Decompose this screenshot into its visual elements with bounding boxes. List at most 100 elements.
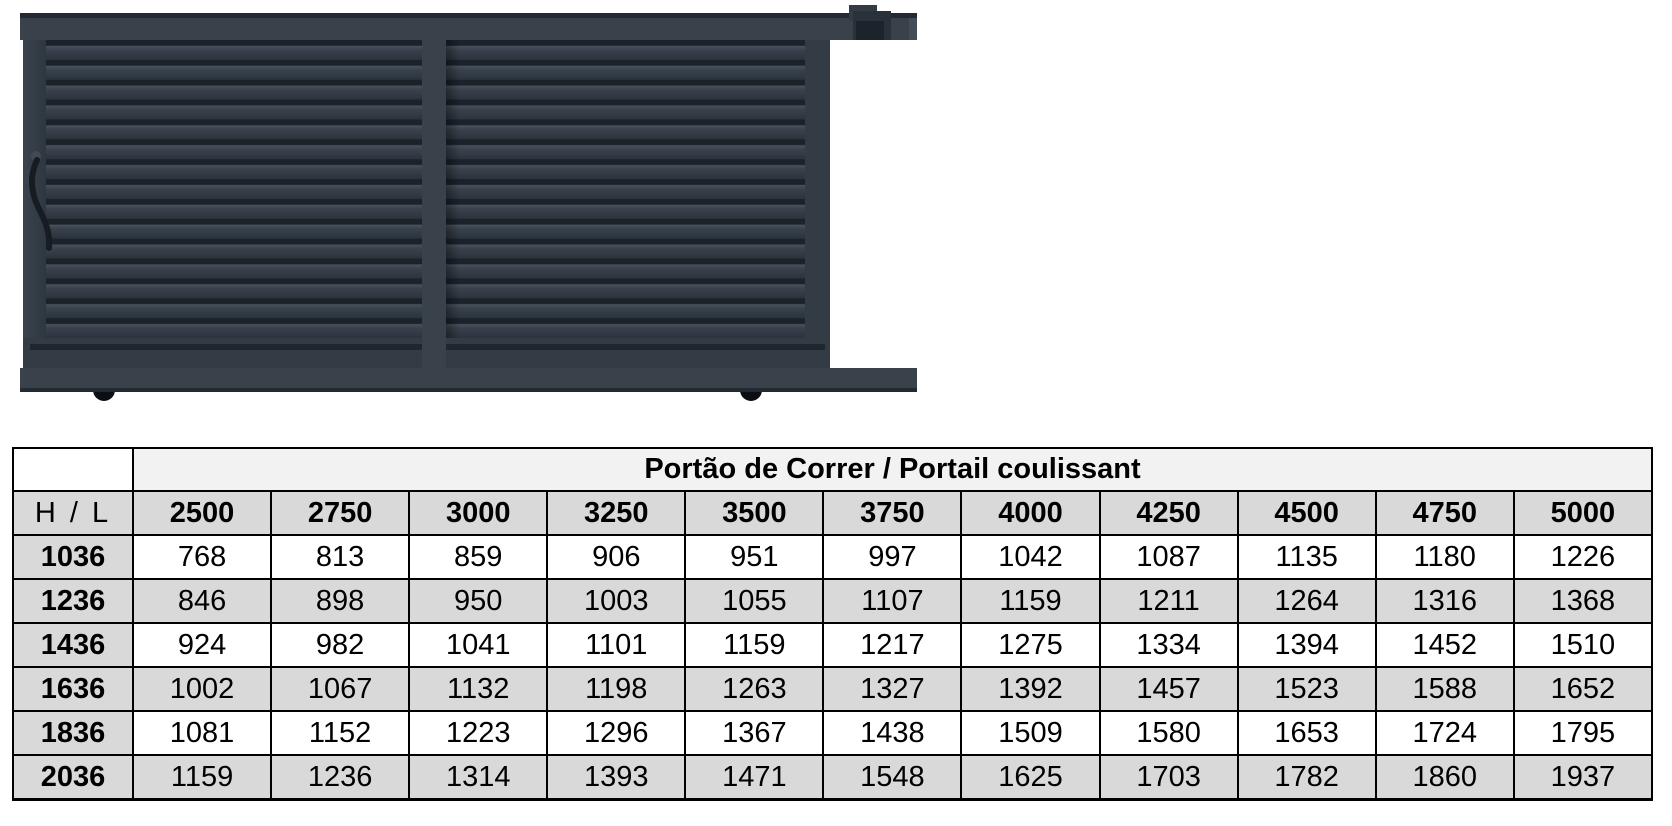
length-header: 3750	[822, 490, 963, 536]
price-cell: 951	[684, 534, 825, 580]
price-row: 1636 1002 1067 1132 1198 1263 1327 1392 1457 1523…	[12, 666, 1654, 712]
price-cell: 1198	[546, 666, 687, 712]
length-header: 4500	[1236, 490, 1377, 536]
price-cell: 1724	[1374, 710, 1515, 756]
gate-top-rail-endcap	[909, 18, 917, 40]
price-cell: 1107	[822, 578, 963, 624]
price-cell: 1296	[546, 710, 687, 756]
height-header: 1236	[12, 578, 134, 624]
price-cell: 1180	[1374, 534, 1515, 580]
price-cell: 1152	[270, 710, 411, 756]
price-cell: 1334	[1098, 622, 1239, 668]
price-cell: 1211	[1098, 578, 1239, 624]
title-row: Portão de Correr / Portail coulissant	[12, 447, 1653, 492]
price-cell: 1327	[822, 666, 963, 712]
length-header: 4250	[1098, 490, 1239, 536]
price-cell: 1101	[546, 622, 687, 668]
length-header: 3500	[684, 490, 825, 536]
height-header: 1636	[12, 666, 134, 712]
price-row: 2036 1159 1236 1314 1393 1471 1548 1625 1703 1782…	[12, 754, 1654, 801]
price-row: 1236 846 898 950 1003 1055 1107 1159 1211 1264 131…	[12, 578, 1654, 624]
price-cell: 1652	[1512, 666, 1654, 712]
height-header: 1436	[12, 622, 134, 668]
price-cell: 1393	[546, 754, 687, 801]
price-cell: 1510	[1512, 622, 1654, 668]
price-cell: 1653	[1236, 710, 1377, 756]
price-cell: 846	[131, 578, 273, 624]
price-cell: 1588	[1374, 666, 1515, 712]
price-cell: 1368	[1512, 578, 1654, 624]
length-header: 5000	[1512, 490, 1654, 536]
price-cell: 813	[270, 534, 411, 580]
corner-header: H / L	[12, 490, 134, 536]
price-cell: 1795	[1512, 710, 1654, 756]
price-cell: 1055	[684, 578, 825, 624]
length-header: 2750	[270, 490, 411, 536]
header-row: H / L 2500 2750 3000 3250 3500 3750 4000 4250 45…	[12, 490, 1654, 536]
price-cell: 1067	[270, 666, 411, 712]
gate-guide-bracket	[856, 21, 884, 40]
price-cell: 1041	[408, 622, 549, 668]
price-cell: 1314	[408, 754, 549, 801]
price-cell: 982	[270, 622, 411, 668]
price-cell: 1509	[960, 710, 1101, 756]
price-cell: 859	[408, 534, 549, 580]
price-cell: 1471	[684, 754, 825, 801]
price-row: 1036 768 813 859 906 951 997 1042 1087 1135 1180 12…	[12, 534, 1654, 580]
price-cell: 1937	[1512, 754, 1654, 801]
price-row: 1436 924 982 1041 1101 1159 1217 1275 1334 1394 14…	[12, 622, 1654, 668]
price-cell: 1223	[408, 710, 549, 756]
height-header: 2036	[12, 754, 134, 801]
gate-top-rail-edge	[20, 13, 917, 18]
price-table-head: Portão de Correr / Portail coulissant H …	[12, 447, 1654, 536]
price-cell: 1625	[960, 754, 1101, 801]
price-cell: 1275	[960, 622, 1101, 668]
price-cell: 1003	[546, 578, 687, 624]
length-header: 3250	[546, 490, 687, 536]
price-cell: 1367	[684, 710, 825, 756]
table-title: Portão de Correr / Portail coulissant	[132, 447, 1653, 492]
length-header: 4000	[960, 490, 1101, 536]
price-cell: 1087	[1098, 534, 1239, 580]
gate-handle	[29, 157, 53, 251]
price-cell: 1264	[1236, 578, 1377, 624]
price-cell: 1135	[1236, 534, 1377, 580]
price-cell: 1159	[131, 754, 273, 801]
price-cell: 1132	[408, 666, 549, 712]
price-table-body: 1036 768 813 859 906 951 997 1042 1087 1135 1180 12…	[12, 534, 1654, 801]
length-header: 2500	[131, 490, 273, 536]
price-cell: 1782	[1236, 754, 1377, 801]
gate-bottom-rail-edge	[20, 388, 917, 392]
price-cell: 1081	[131, 710, 273, 756]
price-cell: 1703	[1098, 754, 1239, 801]
blank-corner	[12, 447, 134, 492]
price-cell: 1452	[1374, 622, 1515, 668]
price-cell: 906	[546, 534, 687, 580]
price-cell: 1226	[1512, 534, 1654, 580]
price-cell: 1002	[131, 666, 273, 712]
price-cell: 1523	[1236, 666, 1377, 712]
price-cell: 1580	[1098, 710, 1239, 756]
price-cell: 1159	[684, 622, 825, 668]
price-cell: 1548	[822, 754, 963, 801]
price-cell: 1860	[1374, 754, 1515, 801]
price-cell: 1042	[960, 534, 1101, 580]
gate-center-stile	[422, 35, 446, 368]
length-header: 3000	[408, 490, 549, 536]
price-row: 1836 1081 1152 1223 1296 1367 1438 1509 1580 1653…	[12, 710, 1654, 756]
length-header: 4750	[1374, 490, 1515, 536]
sliding-gate-illustration	[20, 5, 917, 401]
price-cell: 1394	[1236, 622, 1377, 668]
price-cell: 1217	[822, 622, 963, 668]
price-cell: 898	[270, 578, 411, 624]
price-cell: 768	[131, 534, 273, 580]
price-table: Portão de Correr / Portail coulissant H …	[12, 447, 1654, 801]
price-cell: 997	[822, 534, 963, 580]
gate-right-post	[805, 35, 830, 368]
price-cell: 1159	[960, 578, 1101, 624]
gate-stile-shadow	[446, 40, 460, 338]
price-cell: 1263	[684, 666, 825, 712]
price-cell: 1438	[822, 710, 963, 756]
height-header: 1836	[12, 710, 134, 756]
